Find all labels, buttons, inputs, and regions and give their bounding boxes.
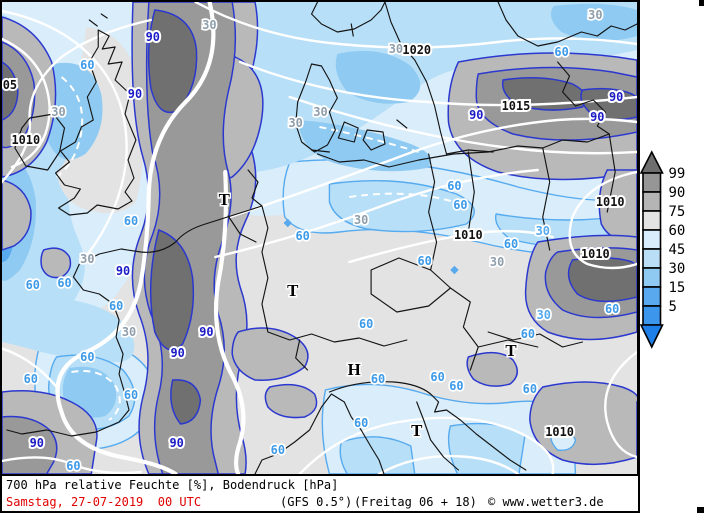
pressure-label: 1010 xyxy=(454,228,483,242)
model-label: (GFS 0.5°) xyxy=(280,495,353,509)
humidity-90-label: 90 xyxy=(609,90,623,104)
legend-colorbar: 99 90 75 60 45 30 15 5 xyxy=(640,150,686,349)
legend-color-box xyxy=(642,191,662,212)
credit-link: © www.wetter3.de xyxy=(488,495,604,509)
humidity-30-label: 30 xyxy=(289,116,303,130)
humidity-60-label: 60 xyxy=(504,237,518,251)
info-bar: 700 hPa relative Feuchte [%], Bodendruck… xyxy=(0,474,640,513)
humidity-60-label: 60 xyxy=(418,254,432,268)
humidity-60-label: 60 xyxy=(430,370,444,384)
legend-value-label: 75 xyxy=(669,204,686,220)
humidity-60-label: 60 xyxy=(124,214,138,228)
humidity-60-label: 60 xyxy=(295,229,309,243)
humidity-30-label: 30 xyxy=(354,213,368,227)
pressure-center-label: T xyxy=(219,190,231,209)
pressure-center-label: T xyxy=(411,421,423,440)
humidity-60-label: 60 xyxy=(57,276,71,290)
legend-color-box xyxy=(642,229,662,250)
humidity-30-label: 30 xyxy=(389,42,403,56)
humidity-60-label: 60 xyxy=(447,179,461,193)
humidity-60-label: 60 xyxy=(66,459,80,473)
corner-mark-top xyxy=(699,0,704,6)
humidity-60-label: 60 xyxy=(453,198,467,212)
legend-value-label: 5 xyxy=(669,299,677,315)
humidity-90-label: 90 xyxy=(169,436,183,450)
humidity-30-label: 30 xyxy=(537,308,551,322)
pressure-label: 1010 xyxy=(581,247,610,261)
humidity-60-label: 60 xyxy=(26,278,40,292)
humidity-90-label: 90 xyxy=(146,30,160,44)
pressure-label: 1010 xyxy=(11,133,40,147)
humidity-60-label: 60 xyxy=(80,58,94,72)
pressure-label: 1010 xyxy=(545,425,574,439)
humidity-30-label: 30 xyxy=(536,224,550,238)
legend-color-box xyxy=(642,210,662,231)
humidity-30-label: 30 xyxy=(313,105,327,119)
map-title: 700 hPa relative Feuchte [%], Bodendruck… xyxy=(6,478,339,492)
humidity-30-label: 30 xyxy=(51,105,65,119)
humidity-90-label: 90 xyxy=(128,87,142,101)
humidity-60-label: 60 xyxy=(449,379,463,393)
isobars xyxy=(2,2,637,474)
humidity-60-label: 60 xyxy=(554,45,568,59)
legend-color-box xyxy=(642,248,662,269)
humidity-60-label: 60 xyxy=(271,443,285,457)
humidity-60-label: 60 xyxy=(605,302,619,316)
humidity-30-label: 30 xyxy=(80,252,94,266)
valid-datetime: Samstag, 27-07-2019 00 UTC xyxy=(6,495,202,509)
legend-panel: 99 90 75 60 45 30 15 5 xyxy=(640,0,704,513)
pressure-label: 1010 xyxy=(596,195,625,209)
pressure-label: 05 xyxy=(3,78,17,92)
pressure-center-label: T xyxy=(505,341,517,360)
legend-arrow-down xyxy=(640,324,664,349)
map-labels: 05 1010 1020 1015 1010 1010 1010 1010 90 90 90 90 90… xyxy=(2,6,627,474)
map-canvas: 05 1010 1020 1015 1010 1010 1010 1010 90 90 90 90 90… xyxy=(0,0,640,474)
run-label: (Freitag 06 + 18) xyxy=(354,495,477,509)
humidity-60-label: 60 xyxy=(359,317,373,331)
humidity-60-label: 60 xyxy=(124,388,138,402)
humidity-60-label: 60 xyxy=(521,327,535,341)
humidity-90-label: 90 xyxy=(116,264,130,278)
humidity-30-label: 30 xyxy=(588,8,602,22)
pressure-center-label: H xyxy=(348,360,361,379)
pressure-center-label: T xyxy=(287,281,299,300)
pressure-label: 1020 xyxy=(402,43,431,57)
humidity-30-label: 30 xyxy=(490,255,504,269)
humidity-60-label: 60 xyxy=(354,416,368,430)
humidity-90-label: 90 xyxy=(170,346,184,360)
humidity-60-label: 60 xyxy=(24,372,38,386)
legend-color-box xyxy=(642,172,662,193)
humidity-90-label: 90 xyxy=(30,436,44,450)
legend-color-box xyxy=(642,286,662,307)
humidity-30-label: 30 xyxy=(122,325,136,339)
humidity-90-label: 90 xyxy=(590,110,604,124)
pressure-label: 1015 xyxy=(502,99,531,113)
humidity-30-label: 30 xyxy=(202,18,216,32)
coastlines xyxy=(6,2,637,474)
humidity-90-label: 90 xyxy=(469,108,483,122)
legend-value-label: 45 xyxy=(669,242,686,258)
legend-arrow-up xyxy=(640,150,664,174)
legend-color-box xyxy=(642,267,662,288)
humidity-60-label: 60 xyxy=(523,382,537,396)
legend-color-box xyxy=(642,305,662,326)
legend-value-label: 15 xyxy=(669,280,686,296)
legend-value-label: 60 xyxy=(669,223,686,239)
humidity-90-label: 90 xyxy=(199,325,213,339)
legend-value-label: 30 xyxy=(669,261,686,277)
humidity-60-label: 60 xyxy=(80,350,94,364)
legend-value-label: 90 xyxy=(669,185,686,201)
corner-mark-bottom xyxy=(697,507,704,513)
humidity-60-label: 60 xyxy=(109,299,123,313)
legend-value-label: 99 xyxy=(669,166,686,182)
humidity-60-label: 60 xyxy=(371,372,385,386)
map-svg: 05 1010 1020 1015 1010 1010 1010 1010 90 90 90 90 90… xyxy=(2,2,637,474)
